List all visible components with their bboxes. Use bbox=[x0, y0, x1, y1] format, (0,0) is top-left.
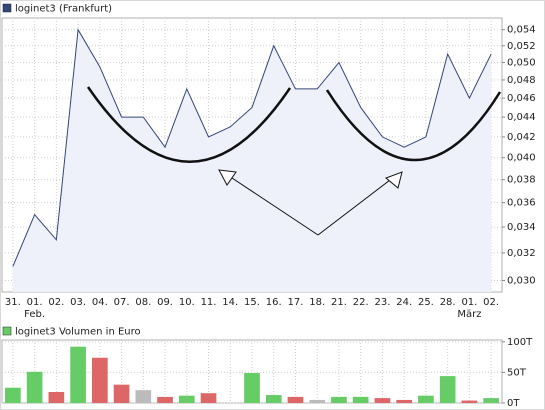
volume-bar bbox=[309, 399, 326, 403]
y-tick-label: 50T bbox=[507, 367, 527, 378]
arrow-head bbox=[385, 171, 403, 189]
volume-bar bbox=[439, 376, 456, 403]
x-tick-label: 03. bbox=[70, 297, 86, 308]
legend-label: loginet3 Volumen in Euro bbox=[15, 327, 141, 338]
x-tick-label: 01. bbox=[27, 297, 43, 308]
x-tick-label: 25. bbox=[418, 297, 434, 308]
legend-swatch bbox=[2, 3, 12, 13]
x-tick-label: 16. bbox=[266, 297, 282, 308]
x-tick-label: 10. bbox=[179, 297, 195, 308]
volume-bar bbox=[331, 396, 347, 403]
x-tick-label: 09. bbox=[157, 297, 173, 308]
volume-bar bbox=[5, 387, 21, 403]
y-tick-label: 0,032 bbox=[507, 248, 536, 259]
cup-curve bbox=[86, 86, 292, 163]
legend-label: loginet3 (Frankfurt) bbox=[15, 4, 112, 15]
arrow-line bbox=[225, 173, 395, 236]
y-tick-label: 0,046 bbox=[507, 93, 536, 104]
y-tick-label: 0,052 bbox=[507, 41, 536, 52]
x-tick-label: 22. bbox=[353, 297, 369, 308]
x-tick-label: 24. bbox=[396, 297, 412, 308]
x-tick-label: 02. bbox=[48, 297, 64, 308]
y-tick-label: 0,034 bbox=[507, 222, 536, 233]
volume-bar bbox=[352, 396, 369, 403]
y-tick-label: 0T bbox=[507, 398, 520, 409]
x-tick-label: 01. bbox=[461, 297, 477, 308]
y-tick-label: 0,038 bbox=[507, 175, 536, 186]
x-tick-label: 28. bbox=[440, 297, 456, 308]
volume-bar bbox=[374, 398, 391, 403]
y-tick-label: 0,030 bbox=[507, 275, 536, 286]
legend-swatch bbox=[2, 326, 12, 336]
volume-bar bbox=[70, 346, 86, 403]
x-tick-label: 07. bbox=[114, 297, 130, 308]
volume-bar bbox=[461, 400, 478, 403]
volume-bar bbox=[287, 396, 304, 403]
x-tick-label: 08. bbox=[135, 297, 151, 308]
y-tick-label: 0,050 bbox=[507, 58, 536, 69]
x-tick-label: 21. bbox=[331, 297, 347, 308]
x-tick-label: 15. bbox=[244, 297, 260, 308]
volume-bar bbox=[244, 373, 260, 403]
volume-bar bbox=[157, 396, 173, 403]
arrow-head bbox=[218, 169, 237, 186]
x-tick-label: 02. bbox=[483, 297, 499, 308]
x-tick-label: 23. bbox=[374, 297, 390, 308]
x-tick-label: 31. bbox=[5, 297, 21, 308]
y-tick-label: 0,054 bbox=[507, 25, 536, 36]
y-tick-label: 0,048 bbox=[507, 75, 536, 86]
x-tick-label: 11. bbox=[201, 297, 217, 308]
price-line bbox=[12, 28, 492, 267]
x-tick-label: 18. bbox=[309, 297, 325, 308]
x-sublabel: Feb. bbox=[24, 309, 45, 320]
volume-bar bbox=[265, 395, 282, 403]
volume-bar bbox=[92, 357, 108, 403]
x-tick-label: 04. bbox=[92, 297, 108, 308]
area-fill bbox=[12, 29, 492, 293]
volume-bar bbox=[483, 398, 499, 403]
y-tick-label: 0,044 bbox=[507, 112, 536, 123]
x-tick-label: 14. bbox=[222, 297, 238, 308]
volume-bar bbox=[135, 390, 152, 403]
volume-bar bbox=[26, 371, 43, 403]
volume-bar bbox=[396, 399, 412, 403]
y-tick-label: 100T bbox=[507, 337, 533, 348]
annotation bbox=[86, 86, 502, 236]
volume-bar bbox=[200, 393, 217, 403]
volume-bar bbox=[418, 395, 434, 403]
volume-bar bbox=[48, 391, 65, 403]
x-sublabel: März bbox=[457, 309, 481, 320]
y-tick-label: 0,042 bbox=[507, 132, 536, 143]
y-tick-label: 0,036 bbox=[507, 198, 536, 209]
volume-bar bbox=[113, 384, 130, 403]
cup-curve bbox=[325, 89, 502, 162]
volume-bar bbox=[178, 395, 195, 403]
x-tick-label: 17. bbox=[288, 297, 304, 308]
y-tick-label: 0,040 bbox=[507, 153, 536, 164]
